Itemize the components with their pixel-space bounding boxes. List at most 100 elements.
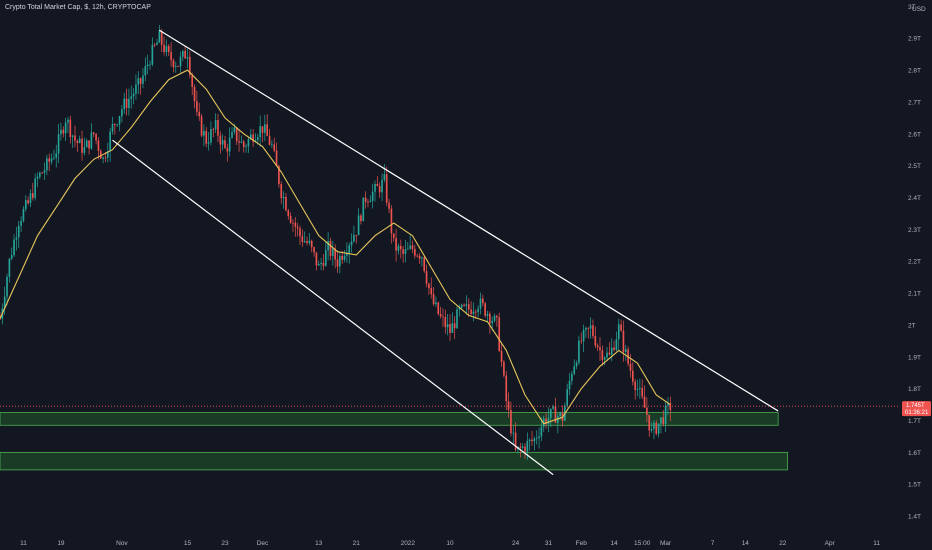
candle-body [552,406,554,409]
candle-body [254,140,257,142]
candle-body [41,172,44,174]
candle-body [22,209,25,221]
candle-body [315,252,318,266]
candle-body [53,157,55,159]
price-axis[interactable]: 3T 2.9T 2.8T 2.7T 2.6T 2.5T 2.4T 2.3T 2.2T 2.1T 2T… [908,4,921,521]
candle-body [233,127,236,132]
candle-body [8,258,11,277]
candle-body [34,178,36,198]
candle-body [535,438,538,439]
candle-body [510,409,512,434]
candle-body [273,144,276,151]
candle-body [88,140,90,149]
last-price-tag-background [902,401,931,417]
candle-body [629,363,632,371]
candle-body [392,233,395,239]
candle-body [496,315,498,318]
candle-body [360,215,362,222]
candle-body [207,142,210,144]
candle-body [341,255,344,260]
time-tick-label: 19 [57,540,65,547]
candle-body [310,240,313,248]
candle-body [142,75,144,84]
candle-body [205,131,208,144]
candle-body [313,247,315,253]
candle-body [125,98,128,108]
time-axis[interactable]: 11 19 Nov 15 23 Dec 13 21 2022 10 24 31 Feb 14 15:00 Ma… [20,540,880,547]
candle-body [278,165,280,185]
candle-body [622,330,625,352]
candle-body [95,133,97,141]
candle-body [137,78,140,85]
candle-body [620,324,622,331]
candle-body [362,197,365,222]
candle-body [554,406,557,423]
candle-body [416,255,419,257]
candle-body [104,157,107,159]
candle-body [580,340,583,342]
candle-body [381,179,383,193]
candle-body [479,298,482,309]
candle-body [153,44,156,46]
candle-body [624,349,627,352]
candle-body [179,56,182,67]
candle-body [50,158,53,162]
candle-body [317,264,320,266]
candle-body [538,436,540,439]
candle-body [353,234,355,242]
candle-body [97,140,100,151]
candle-body [31,193,34,198]
candle-body [160,30,163,45]
candlestick-series [0,25,672,460]
candle-body [271,144,273,146]
candle-body [458,307,461,310]
candle-body [418,255,421,259]
candle-body [240,141,243,143]
candle-body [13,239,15,256]
candle-body [111,123,114,132]
candle-body [599,347,601,351]
candle-body [60,129,62,135]
candle-body [423,257,426,272]
candle-body [610,347,613,355]
candle-body [481,298,484,304]
candle-body [24,200,27,210]
candle-body [156,42,158,45]
price-tick-label: 1.8T [908,386,921,393]
candle-body [589,325,592,329]
candle-body [116,124,119,126]
time-tick-label: 23 [221,540,229,547]
time-tick-label: 2022 [401,540,416,547]
candle-body [245,146,247,148]
candle-body [653,422,655,429]
candle-body [3,296,6,309]
candle-body [224,140,226,148]
candle-body [388,202,390,209]
candle-body [432,294,435,305]
candle-body [451,323,454,333]
candle-body [404,249,407,254]
ma-line [0,69,671,425]
price-tick-label: 2.2T [908,259,921,266]
candle-body [500,350,503,362]
candle-body [83,147,86,153]
candle-body [203,131,205,136]
candle-body [409,245,411,249]
candle-body [36,176,39,179]
candle-body [268,135,271,145]
trendlines[interactable] [112,29,779,476]
candle-body [575,362,578,367]
candle-body [484,303,486,316]
candle-body [355,234,358,236]
candle-body [505,375,508,402]
candle-body [329,241,332,256]
candle-body [646,407,648,415]
candle-body [301,236,304,243]
candle-body [0,318,1,320]
price-tick-label: 2.1T [908,291,921,298]
candle-body [235,127,238,142]
candle-body [226,147,229,152]
candle-body [526,441,529,452]
candle-body [357,215,360,236]
